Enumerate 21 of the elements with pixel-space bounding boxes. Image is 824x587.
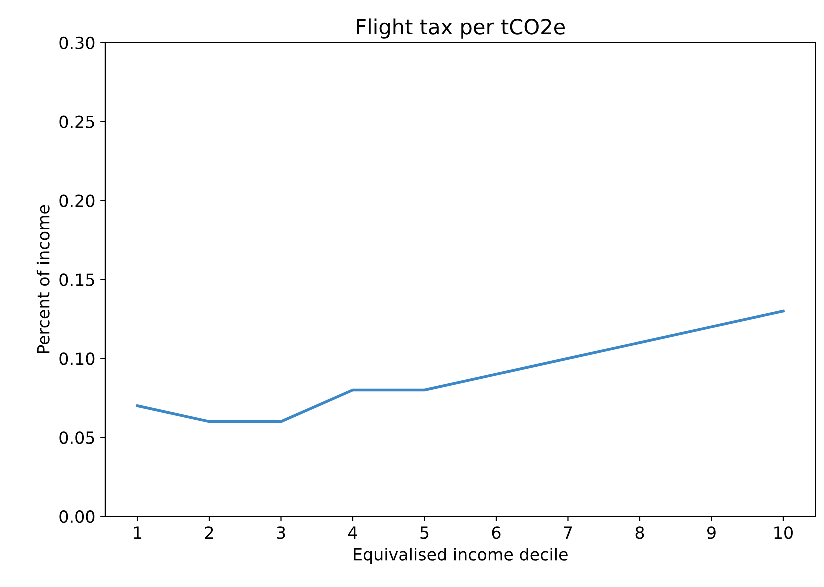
x-tick-label: 8 [636, 526, 644, 540]
x-tick-label: 7 [564, 526, 572, 539]
x-tick-label: 4 [348, 526, 358, 539]
chart-title: Flight tax per tCO2e [357, 18, 566, 39]
y-tick-label: 0.00 [60, 510, 95, 524]
x-tick-label: 1 [134, 526, 142, 539]
x-tick-label: 6 [492, 526, 501, 540]
y-tick-label: 0.30 [60, 36, 95, 50]
x-tick-label: 9 [707, 526, 716, 540]
x-tick-label: 10 [774, 526, 793, 540]
x-tick-label: 3 [277, 526, 286, 540]
y-tick-label: 0.20 [60, 194, 95, 208]
x-axis-title: Equivalised income decile [354, 548, 568, 564]
y-axis-title: Percent of income [36, 205, 50, 354]
x-tick-label: 2 [205, 526, 214, 539]
y-tick-label: 0.05 [60, 432, 94, 444]
y-tick-label: 0.25 [60, 116, 94, 128]
line-series [136, 310, 785, 424]
x-tick-label: 5 [420, 526, 429, 540]
y-tick-label: 0.15 [60, 274, 94, 286]
y-tick-label: 0.10 [60, 352, 95, 366]
